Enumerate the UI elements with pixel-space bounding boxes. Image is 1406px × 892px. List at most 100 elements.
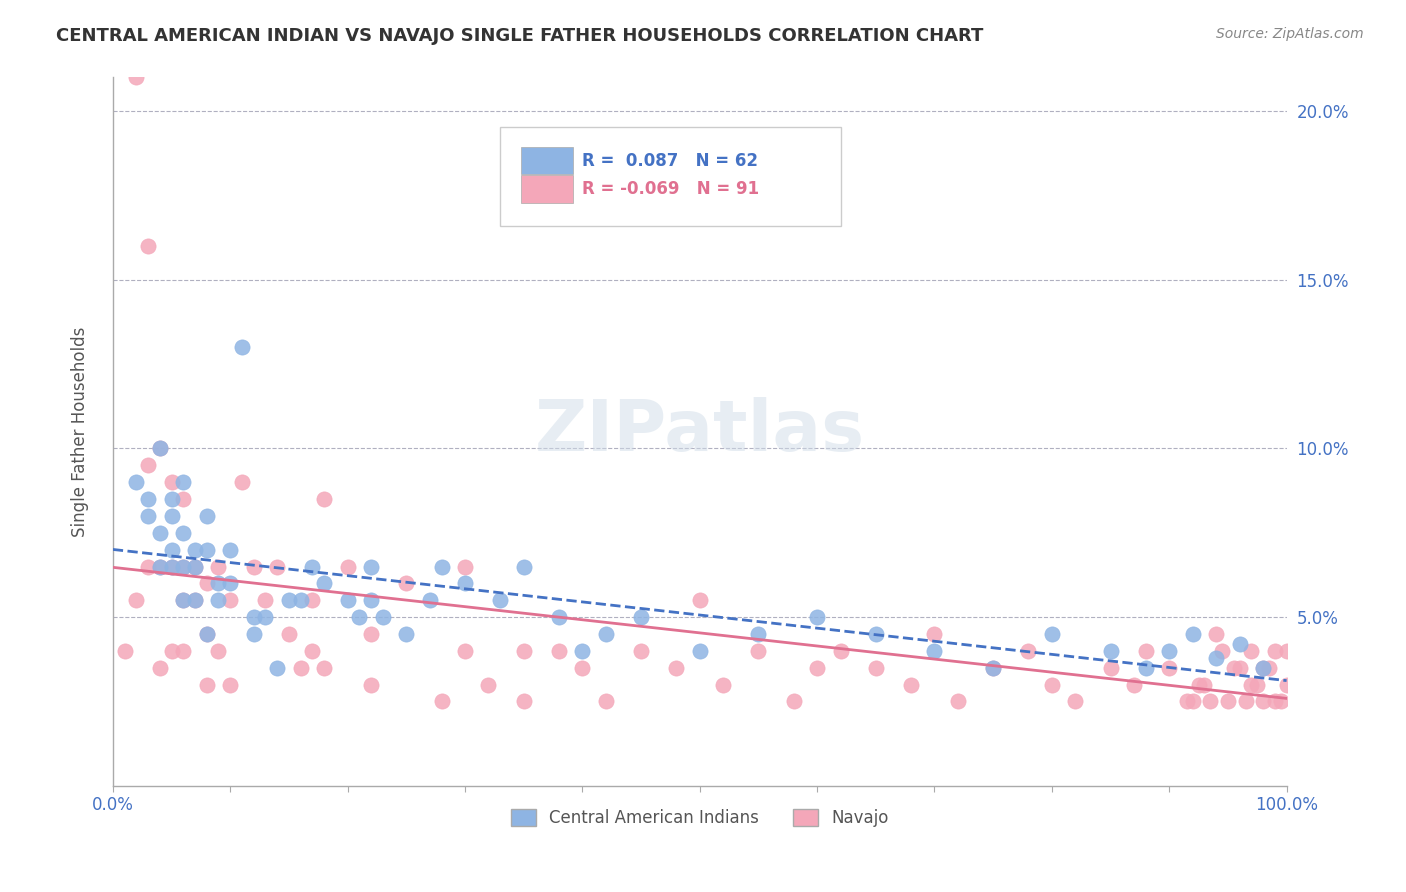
Point <box>125 70 148 85</box>
Text: CENTRAL AMERICAN INDIAN VS NAVAJO SINGLE FATHER HOUSEHOLDS CORRELATION CHART: CENTRAL AMERICAN INDIAN VS NAVAJO SINGLE… <box>56 27 984 45</box>
Point <box>782 694 804 708</box>
Point <box>489 593 512 607</box>
Point <box>1240 644 1263 658</box>
Point <box>595 627 617 641</box>
Point <box>195 677 218 691</box>
Point <box>806 610 828 624</box>
Point <box>195 576 218 591</box>
Point <box>219 677 242 691</box>
Point <box>1040 677 1063 691</box>
Point <box>689 644 711 658</box>
Point <box>149 442 172 456</box>
Point <box>547 610 569 624</box>
Point <box>184 593 207 607</box>
Point <box>1229 661 1251 675</box>
Point <box>1251 694 1274 708</box>
Point <box>689 593 711 607</box>
Point <box>1194 677 1216 691</box>
Point <box>571 661 593 675</box>
Point <box>1251 661 1274 675</box>
Point <box>1264 694 1286 708</box>
Point <box>336 593 359 607</box>
Point <box>1223 661 1246 675</box>
Point <box>454 559 477 574</box>
Point <box>172 644 194 658</box>
Point <box>160 559 183 574</box>
Point <box>571 644 593 658</box>
Text: ZIPatlas: ZIPatlas <box>534 397 865 467</box>
Point <box>231 340 253 354</box>
Point <box>254 593 277 607</box>
Point <box>1251 661 1274 675</box>
Point <box>1187 677 1209 691</box>
Point <box>1040 627 1063 641</box>
Point <box>195 542 218 557</box>
Point <box>371 610 394 624</box>
Point <box>1234 694 1257 708</box>
Point <box>1135 644 1157 658</box>
Point <box>1240 677 1263 691</box>
Point <box>207 644 229 658</box>
Point <box>924 644 946 658</box>
Point <box>301 593 323 607</box>
Point <box>172 492 194 507</box>
Point <box>430 694 453 708</box>
Point <box>266 661 288 675</box>
Y-axis label: Single Father Households: Single Father Households <box>72 326 89 537</box>
Point <box>981 661 1004 675</box>
Point <box>981 661 1004 675</box>
Point <box>160 542 183 557</box>
Point <box>136 559 159 574</box>
Point <box>1017 644 1039 658</box>
Point <box>149 559 172 574</box>
Point <box>349 610 371 624</box>
Text: R =  0.087   N = 62: R = 0.087 N = 62 <box>582 152 758 170</box>
Point <box>1159 644 1181 658</box>
Point <box>865 627 887 641</box>
Point <box>160 559 183 574</box>
Point <box>160 644 183 658</box>
Point <box>195 508 218 523</box>
Point <box>184 593 207 607</box>
Point <box>1270 694 1292 708</box>
Point <box>419 593 441 607</box>
Point <box>1211 644 1233 658</box>
Point <box>1205 627 1227 641</box>
Point <box>1064 694 1087 708</box>
Point <box>830 644 852 658</box>
Point <box>1099 661 1122 675</box>
Point <box>149 525 172 540</box>
Point <box>172 475 194 490</box>
Point <box>149 442 172 456</box>
Point <box>242 627 264 641</box>
Point <box>277 593 299 607</box>
Point <box>454 576 477 591</box>
Point <box>172 559 194 574</box>
Point <box>301 559 323 574</box>
Point <box>314 576 336 591</box>
Point <box>512 559 534 574</box>
Point <box>630 610 652 624</box>
Point <box>136 492 159 507</box>
Point <box>1229 637 1251 651</box>
Point <box>900 677 922 691</box>
Point <box>172 593 194 607</box>
Point <box>665 661 688 675</box>
Point <box>172 593 194 607</box>
Point <box>254 610 277 624</box>
Point <box>242 559 264 574</box>
Point <box>1181 694 1204 708</box>
Point <box>172 525 194 540</box>
Point <box>184 542 207 557</box>
Point <box>454 644 477 658</box>
Point <box>114 644 136 658</box>
Point <box>219 576 242 591</box>
Point <box>924 627 946 641</box>
Point <box>266 559 288 574</box>
Text: R = -0.069   N = 91: R = -0.069 N = 91 <box>582 180 759 198</box>
Point <box>125 475 148 490</box>
Point <box>195 627 218 641</box>
Point <box>1205 650 1227 665</box>
Point <box>747 644 769 658</box>
Point <box>314 661 336 675</box>
